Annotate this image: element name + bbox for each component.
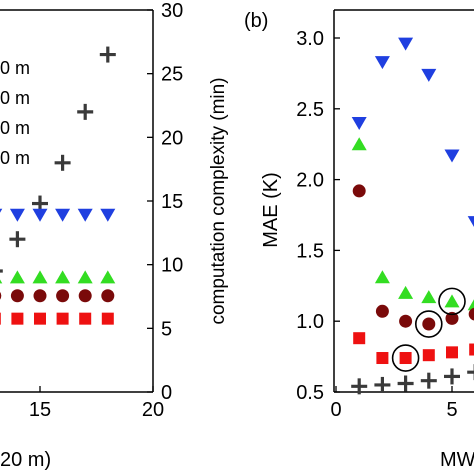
point-a-square	[34, 312, 46, 325]
y2-tick-label-a: 0	[161, 382, 172, 404]
point-a-circle	[78, 289, 92, 303]
x-tick-label-a: 20	[142, 399, 164, 421]
point-a-triangle-up	[32, 270, 48, 284]
point-b-triangle-down	[421, 68, 437, 82]
point-b-plus	[444, 368, 460, 385]
y2-tick-label-a: 25	[161, 64, 183, 86]
point-b-circle	[422, 317, 436, 331]
point-b-triangle-down	[398, 37, 414, 51]
legend-label-a: 0 m	[0, 118, 30, 138]
point-b-square	[446, 346, 458, 359]
point-a-plus	[77, 103, 94, 120]
point-b-triangle-down	[351, 116, 367, 130]
point-b-triangle-up	[398, 285, 414, 299]
point-b-plus	[397, 375, 414, 392]
highlight-circle-b	[414, 310, 443, 338]
point-b-circle	[468, 307, 474, 321]
point-b-square	[353, 332, 366, 345]
point-a-triangle-down	[55, 208, 71, 222]
point-a-triangle-down	[0, 208, 3, 213]
legend-label-a: 0 m	[0, 148, 30, 168]
point-b-triangle-up	[351, 137, 367, 151]
point-a-plus	[9, 231, 26, 248]
y-tick-label-b: 2.5	[296, 99, 324, 121]
point-b-triangle-up	[421, 290, 437, 304]
point-b-square	[376, 352, 389, 365]
y-tick-label-b: 2.0	[296, 170, 324, 192]
point-a-triangle-up	[9, 270, 25, 284]
point-a-square	[11, 312, 24, 325]
point-a-square	[101, 312, 114, 325]
point-b-circle	[375, 304, 389, 318]
legend-label-a: 0 m	[0, 58, 30, 78]
y2-tick-label-a: 10	[161, 255, 183, 277]
point-a-triangle-down	[100, 208, 116, 222]
x-tick-label-a: 15	[29, 399, 51, 421]
point-b-triangle-down	[374, 56, 390, 70]
legend-label-a: 0 m	[0, 88, 30, 108]
point-a-triangle-up	[55, 270, 71, 284]
point-a-square	[56, 312, 69, 325]
point-b-triangle-up	[374, 270, 390, 284]
point-a-triangle-up	[100, 270, 116, 284]
y2-tick-label-a: 30	[161, 0, 183, 22]
point-a-triangle-down	[77, 208, 93, 222]
point-a-plus	[0, 269, 3, 273]
point-a-circle	[33, 289, 47, 303]
point-a-circle	[101, 289, 115, 303]
x-tick-label-b: 0	[330, 399, 341, 421]
x-axis-label-b: MW	[440, 449, 474, 471]
point-a-square	[79, 312, 92, 325]
point-b-plus	[351, 378, 368, 395]
point-b-plus	[420, 372, 437, 389]
point-a-plus	[99, 46, 116, 63]
point-a-circle	[10, 289, 24, 303]
x-tick-label-b: 5	[446, 399, 457, 421]
y-tick-label-b: 1.5	[296, 240, 324, 262]
y-tick-label-b: 1.0	[296, 311, 324, 333]
point-b-square	[399, 352, 412, 365]
y2-axis-label-a: computation complexity (min)	[208, 77, 229, 324]
point-a-triangle-down	[9, 208, 25, 222]
y2-tick-label-a: 5	[161, 318, 172, 340]
point-a-plus	[54, 154, 71, 171]
point-b-triangle-up	[444, 294, 460, 308]
point-a-circle	[0, 291, 2, 300]
y-tick-label-b: 3.0	[296, 28, 324, 50]
y-axis-label-b: MAE (K)	[260, 172, 282, 248]
y2-tick-label-a: 20	[161, 127, 183, 149]
highlight-circle-b	[391, 344, 420, 372]
point-b-triangle-down	[467, 216, 474, 227]
point-a-square	[0, 312, 1, 325]
point-a-circle	[56, 289, 70, 303]
point-b-square	[469, 343, 474, 356]
point-a-triangle-up	[77, 270, 93, 284]
point-b-plus	[467, 364, 474, 381]
point-b-circle	[352, 184, 366, 198]
point-b-circle	[445, 311, 459, 325]
x-axis-label-a: 20 m)	[0, 449, 51, 471]
point-a-triangle-down	[32, 208, 48, 222]
point-a-triangle-up	[0, 279, 3, 284]
y2-tick-label-a: 15	[161, 191, 183, 213]
point-b-triangle-up	[467, 299, 474, 311]
point-b-plus	[374, 376, 391, 393]
point-b-triangle-down	[444, 149, 460, 163]
panel-label-b: (b)	[244, 10, 268, 32]
y-tick-label-b: 0.5	[296, 382, 324, 404]
point-b-square	[422, 349, 435, 362]
highlight-circle-b	[438, 287, 466, 316]
point-b-circle	[399, 314, 413, 328]
